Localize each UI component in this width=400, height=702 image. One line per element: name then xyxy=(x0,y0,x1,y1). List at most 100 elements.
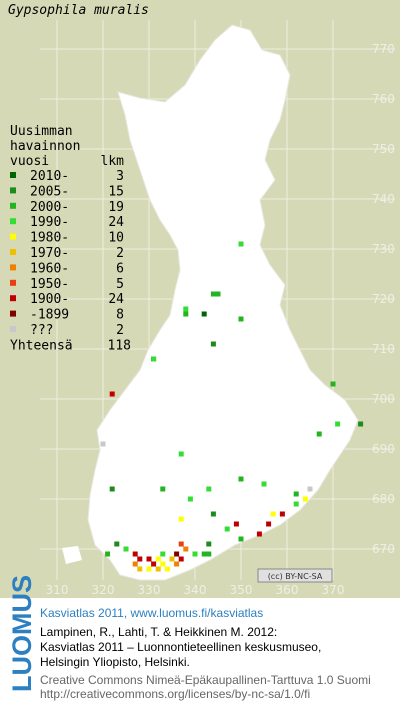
record-square xyxy=(151,561,157,567)
legend-swatch xyxy=(10,172,16,178)
citation: Lampinen, R., Lahti, T. & Heikkinen M. 2… xyxy=(40,625,277,639)
x-tick-label: 310 xyxy=(46,583,69,597)
record-square xyxy=(151,356,157,362)
aland-islands xyxy=(62,546,82,564)
legend-swatch xyxy=(10,326,16,332)
legend-label: 1980- xyxy=(30,231,69,246)
footer-link: Kasviatlas 2011, www.luomus.fi/kasviatla… xyxy=(40,606,263,620)
y-tick-label: 720 xyxy=(372,292,395,306)
legend-count: 2 xyxy=(116,246,124,261)
legend-label: 1970- xyxy=(30,246,69,261)
legend-count: 10 xyxy=(108,231,124,246)
legend-count: 24 xyxy=(108,215,124,230)
legend-label: 1960- xyxy=(30,261,69,276)
record-square xyxy=(201,311,207,317)
record-square xyxy=(178,541,184,547)
record-square xyxy=(206,486,212,492)
record-square xyxy=(137,566,143,572)
y-tick-label: 750 xyxy=(372,142,395,156)
legend-swatch xyxy=(10,310,16,317)
y-tick-label: 690 xyxy=(372,442,395,456)
y-tick-label: 700 xyxy=(372,392,395,406)
record-square xyxy=(109,391,115,397)
record-square xyxy=(302,496,308,502)
record-square xyxy=(155,566,161,572)
record-square xyxy=(123,546,129,552)
record-square xyxy=(174,551,180,557)
record-square xyxy=(160,561,166,567)
x-tick-label: 350 xyxy=(230,583,253,597)
record-square xyxy=(178,451,184,457)
legend-label: 1950- xyxy=(30,277,69,292)
legend-label: 1990- xyxy=(30,215,69,230)
record-square xyxy=(210,341,216,347)
record-square xyxy=(178,516,184,522)
record-square xyxy=(335,421,341,427)
record-square xyxy=(137,556,143,562)
record-square xyxy=(256,531,262,537)
legend-label: -1899 xyxy=(30,308,69,323)
record-square xyxy=(160,551,166,557)
record-square xyxy=(238,241,244,247)
record-square xyxy=(307,486,313,492)
legend-count: 5 xyxy=(116,277,124,292)
legend-label: ??? xyxy=(30,323,53,338)
record-square xyxy=(183,546,189,552)
x-tick-label: 330 xyxy=(138,583,161,597)
license-text: Creative Commons Nimeä-Epäkaupallinen-Ta… xyxy=(40,673,371,687)
y-tick-label: 760 xyxy=(372,92,395,106)
y-tick-label: 670 xyxy=(372,542,395,556)
legend-swatch xyxy=(10,264,16,271)
legend-heading: lkm xyxy=(101,154,125,169)
y-tick-label: 740 xyxy=(372,192,395,206)
record-square xyxy=(330,381,336,387)
record-square xyxy=(238,316,244,322)
legend-heading: Uusimman xyxy=(10,124,73,139)
legend-swatch xyxy=(10,218,16,225)
legend-count: 3 xyxy=(116,169,124,184)
record-square xyxy=(215,291,221,297)
record-square xyxy=(183,311,189,317)
record-square xyxy=(146,566,152,572)
record-square xyxy=(206,551,212,557)
record-square xyxy=(155,556,161,562)
legend-count: 2 xyxy=(116,323,124,338)
x-tick-label: 320 xyxy=(92,583,115,597)
legend-heading: havainnon xyxy=(10,139,80,154)
record-square xyxy=(210,511,216,517)
record-square xyxy=(358,421,364,427)
record-square xyxy=(201,551,207,557)
species-title: Gypsophila muralis xyxy=(8,3,149,18)
record-square xyxy=(114,541,120,547)
legend-count: 15 xyxy=(108,184,124,199)
legend-swatch xyxy=(10,202,16,209)
legend-total: 118 xyxy=(108,338,131,353)
record-square xyxy=(293,501,299,507)
record-square xyxy=(261,481,267,487)
legend-swatch xyxy=(10,187,16,194)
y-tick-label: 710 xyxy=(372,342,395,356)
legend-label: 2000- xyxy=(30,200,69,215)
record-square xyxy=(132,551,138,557)
record-square xyxy=(178,556,184,562)
record-square xyxy=(224,526,230,532)
x-tick-label: 360 xyxy=(276,583,299,597)
record-square xyxy=(187,496,193,502)
legend-count: 6 xyxy=(116,261,124,276)
y-tick-label: 730 xyxy=(372,242,395,256)
finland-outline xyxy=(87,24,359,581)
brand: LUOMUS xyxy=(7,575,37,692)
x-tick-label: 340 xyxy=(184,583,207,597)
record-square xyxy=(183,306,189,312)
record-square xyxy=(169,556,175,562)
record-square xyxy=(210,291,216,297)
record-square xyxy=(105,551,111,557)
license-url: http://creativecommons.org/licenses/by-n… xyxy=(40,687,310,701)
legend-label: 2005- xyxy=(30,184,69,199)
record-square xyxy=(270,511,276,517)
legend-count: 8 xyxy=(116,308,124,323)
legend-swatch xyxy=(10,249,16,255)
record-square xyxy=(293,491,299,497)
legend-swatch xyxy=(10,295,16,302)
